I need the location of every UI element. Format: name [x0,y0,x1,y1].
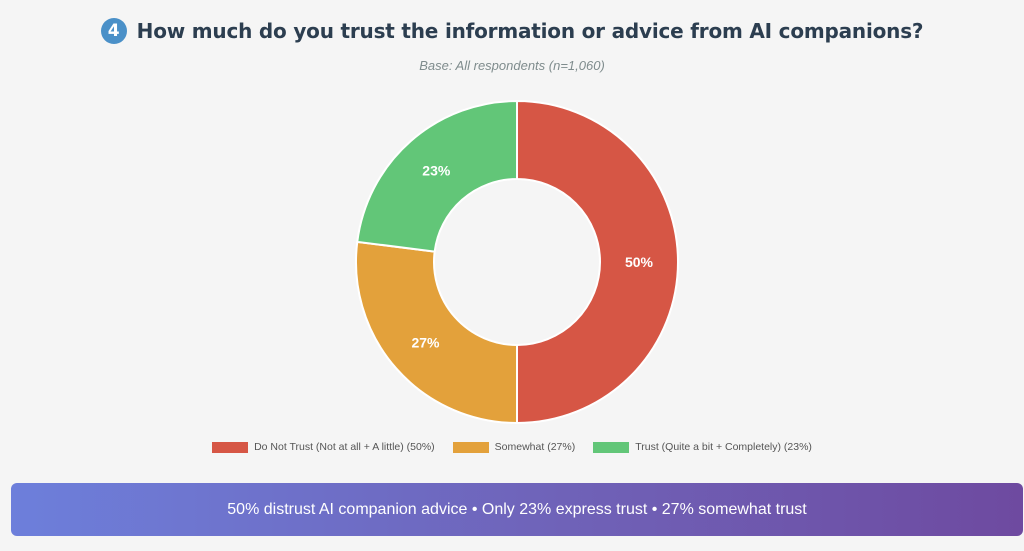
summary-banner: 50% distrust AI companion advice • Only … [11,483,1023,536]
donut-chart: 50% 27% 23% [337,88,687,438]
summary-banner-text: 50% distrust AI companion advice • Only … [227,500,807,518]
legend-label: Somewhat (27%) [494,441,576,453]
chart-title: How much do you trust the information or… [136,19,924,43]
legend-swatch [593,441,630,453]
legend-swatch [452,441,489,453]
legend-item-2[interactable]: Trust (Quite a bit + Completely) (23%) [593,441,812,453]
donut-chart-svg: 50% 27% 23% [355,99,679,425]
legend-swatch [212,441,249,453]
legend-item-0[interactable]: Do Not Trust (Not at all + A little) (50… [212,441,435,453]
chart-legend: Do Not Trust (Not at all + A little) (50… [0,441,1024,453]
legend-label: Trust (Quite a bit + Completely) (23%) [635,441,812,453]
chart-subtitle: Base: All respondents (n=1,060) [419,58,605,73]
donut-slice-0 [516,99,679,425]
slice-label-2: 23% [422,162,451,178]
donut-slice-1 [355,240,518,425]
slice-label-1: 27% [411,335,440,351]
question-number-badge: 4 [100,18,127,44]
legend-item-1[interactable]: Somewhat (27%) [452,441,576,453]
donut-slice-2 [356,99,518,253]
legend-label: Do Not Trust (Not at all + A little) (50… [254,441,435,453]
chart-header: 4 How much do you trust the information … [0,18,1024,44]
slice-label-0: 50% [625,254,654,270]
